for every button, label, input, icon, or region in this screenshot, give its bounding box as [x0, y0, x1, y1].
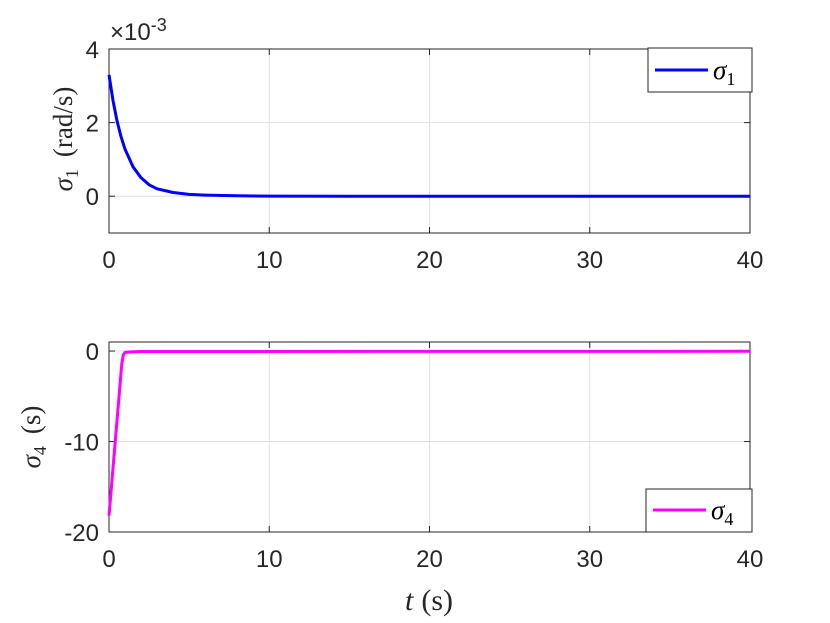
- plot1-ylabel: σ1(rad/s): [48, 87, 82, 192]
- y-tick-label: 2: [86, 111, 99, 138]
- legend-label-sigma4: σ4: [711, 495, 733, 529]
- y-tick-label: -10: [64, 430, 99, 457]
- plot-sigma1: 0 10 20 30 40 0 2 4 ×10-3 σ1 σ1(rad/s): [48, 15, 763, 274]
- legend-label-sigma1: σ1: [713, 55, 735, 89]
- series-line-sigma1: [107, 74, 750, 198]
- y-tick-label: -20: [64, 520, 99, 547]
- y-tick-label: 4: [86, 37, 99, 64]
- x-tick-label: 20: [416, 247, 443, 274]
- x-tick-label: 20: [416, 546, 443, 573]
- y-exponent-label: ×10-3: [110, 15, 167, 46]
- x-tick-label: 40: [737, 546, 764, 573]
- x-tick-label: 10: [256, 247, 283, 274]
- x-tick-label: 0: [102, 546, 115, 573]
- y-tick-label: 0: [86, 184, 99, 211]
- plot2-ylabel: σ4(s): [16, 406, 50, 469]
- x-tick-label: 10: [256, 546, 283, 573]
- x-tick-label: 30: [576, 247, 603, 274]
- x-tick-label: 0: [102, 247, 115, 274]
- y-tick-label: 0: [86, 339, 99, 366]
- plot2-legend: σ4: [645, 488, 753, 533]
- plot2-xlabel: t (s): [405, 584, 453, 617]
- plot-sigma4: 0 10 20 30 40 -20 -10 0 σ4 σ4(s) t (s): [16, 339, 763, 617]
- x-tick-label: 40: [737, 247, 764, 274]
- series-line-sigma4: [107, 349, 751, 516]
- plot1-legend: σ1: [647, 47, 753, 93]
- x-tick-label: 30: [576, 546, 603, 573]
